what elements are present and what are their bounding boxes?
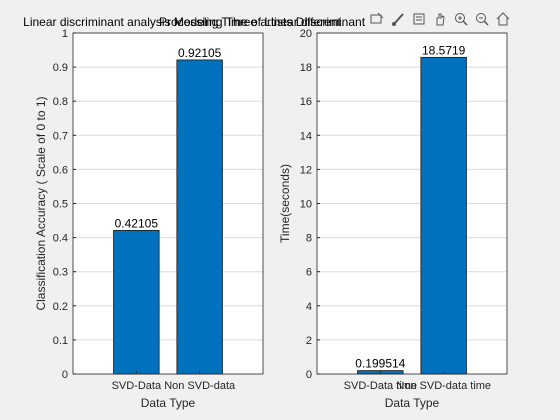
data-label: 0.92105: [178, 46, 222, 60]
bar: [113, 230, 160, 375]
y-tick-label: 0.3: [53, 267, 68, 279]
y-tick-label: 18: [300, 62, 312, 74]
annotation-icon[interactable]: [368, 10, 386, 28]
export-icon[interactable]: [410, 10, 428, 28]
zoom-out-icon[interactable]: [473, 10, 491, 28]
chart-title: Processing Time of Linear discriminant: [159, 15, 366, 29]
y-tick-label: 0.6: [53, 164, 68, 176]
y-tick-label: 20: [300, 28, 312, 40]
y-tick-label: 0.4: [53, 233, 68, 245]
y-tick-label: 1: [62, 28, 68, 40]
y-tick-label: 0: [62, 369, 68, 381]
y-tick-label: 0.2: [53, 301, 68, 313]
brush-icon[interactable]: [389, 10, 407, 28]
x-tick-label: Non SVD-data time: [396, 380, 491, 392]
zoom-in-icon[interactable]: [452, 10, 470, 28]
data-label: 18.5719: [422, 43, 466, 57]
x-tick-label: SVD-Data time: [344, 380, 417, 392]
x-tick-label: Non SVD-data: [164, 380, 236, 392]
home-icon[interactable]: [494, 10, 512, 28]
axes-box: [316, 32, 508, 375]
y-tick-label: 12: [300, 164, 312, 176]
y-tick-label: 0.7: [53, 130, 68, 142]
chart-panel-1: 0.42105 SVD-Data 0.92105 Non SVD-data 0 0.1 0.…: [23, 15, 341, 410]
chart-panel-2: 0.199514 SVD-Data time 18.5719 Non SVD-data…: [159, 15, 508, 410]
y-tick-label: 0.1: [53, 335, 68, 347]
y-tick-label: 8: [306, 233, 312, 245]
data-label: 0.199514: [355, 357, 405, 371]
y-tick-label: 14: [300, 130, 312, 142]
y-tick-label: 0.8: [53, 96, 68, 108]
y-tick-label: 10: [300, 199, 312, 211]
x-axis-label: Data Type: [385, 396, 440, 410]
y-tick-label: 6: [306, 267, 312, 279]
data-label: 0.42105: [115, 216, 159, 230]
y-tick-label: 0.5: [53, 199, 68, 211]
x-axis-label: Data Type: [141, 396, 196, 410]
bar: [176, 59, 223, 375]
y-tick-label: 2: [306, 335, 312, 347]
y-tick-label: 16: [300, 96, 312, 108]
y-axis-label: Classification Accuracy ( Scale of 0 to …: [34, 96, 48, 310]
x-tick-label: SVD-Data: [112, 380, 162, 392]
y-tick-label: 0: [306, 369, 312, 381]
pan-icon[interactable]: [431, 10, 449, 28]
y-axis-label: Time(seconds): [278, 164, 292, 243]
axes-box: [72, 32, 264, 375]
y-tick-label: 0.9: [53, 62, 68, 74]
y-tick-label: 4: [306, 301, 312, 313]
chart-title: Linear discriminant analysis Modeling Th…: [23, 15, 341, 29]
bar: [420, 56, 467, 375]
axes-toolbar: [366, 10, 514, 30]
